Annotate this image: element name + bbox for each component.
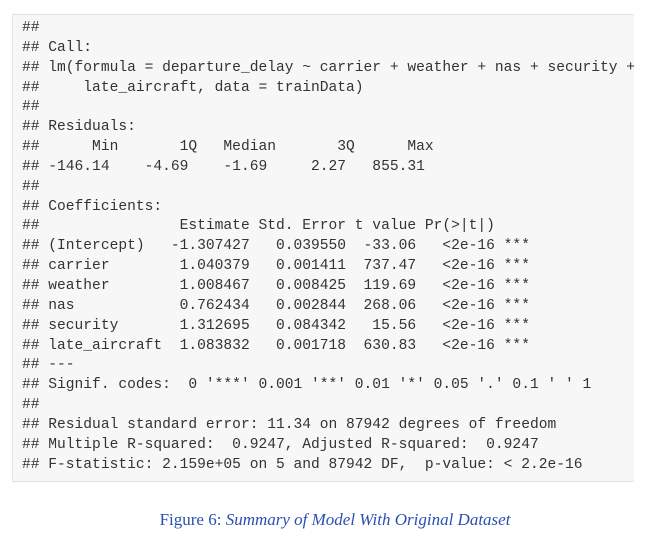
output-line: ## security 1.312695 0.084342 15.56 <2e-… <box>22 317 530 334</box>
figure-caption: Figure 6: Summary of Model With Original… <box>0 510 670 530</box>
r-summary-output: ## ## Call: ## lm(formula = departure_dela… <box>22 19 635 475</box>
output-line: ## Residuals: <box>22 119 136 136</box>
output-line: ## <box>22 178 40 195</box>
output-line: ## --- <box>22 357 75 374</box>
output-line: ## Multiple R-squared: 0.9247, Adjusted … <box>22 436 539 453</box>
figure-caption-text: Summary of Model With Original Dataset <box>225 510 511 529</box>
output-line: ## late_aircraft 1.083832 0.001718 630.8… <box>22 337 530 354</box>
output-line: ## carrier 1.040379 0.001411 737.47 <2e-… <box>22 258 530 275</box>
output-line: ## Call: <box>22 39 93 56</box>
output-line: ## Min 1Q Median 3Q Max <box>22 139 434 156</box>
output-line: ## -146.14 -4.69 -1.69 2.27 855.31 <box>22 158 425 175</box>
output-line: ## F-statistic: 2.159e+05 on 5 and 87942… <box>22 456 583 473</box>
output-line: ## <box>22 20 40 36</box>
output-line: ## <box>22 99 40 116</box>
output-line: ## Signif. codes: 0 '***' 0.001 '**' 0.0… <box>22 377 592 394</box>
output-line: ## <box>22 397 40 414</box>
code-output-block: ## ## Call: ## lm(formula = departure_dela… <box>12 14 635 482</box>
figure-label: Figure 6: <box>159 510 222 529</box>
output-line: ## lm(formula = departure_delay ~ carrie… <box>22 59 636 76</box>
output-line: ## Estimate Std. Error t value Pr(>|t|) <box>22 218 495 235</box>
output-line: ## (Intercept) -1.307427 0.039550 -33.06… <box>22 238 530 255</box>
output-line: ## nas 0.762434 0.002844 268.06 <2e-16 *… <box>22 297 530 314</box>
output-line: ## weather 1.008467 0.008425 119.69 <2e-… <box>22 277 530 294</box>
output-line: ## Coefficients: <box>22 198 163 215</box>
output-line: ## Residual standard error: 11.34 on 879… <box>22 416 557 433</box>
output-line: ## late_aircraft, data = trainData) <box>22 79 364 96</box>
